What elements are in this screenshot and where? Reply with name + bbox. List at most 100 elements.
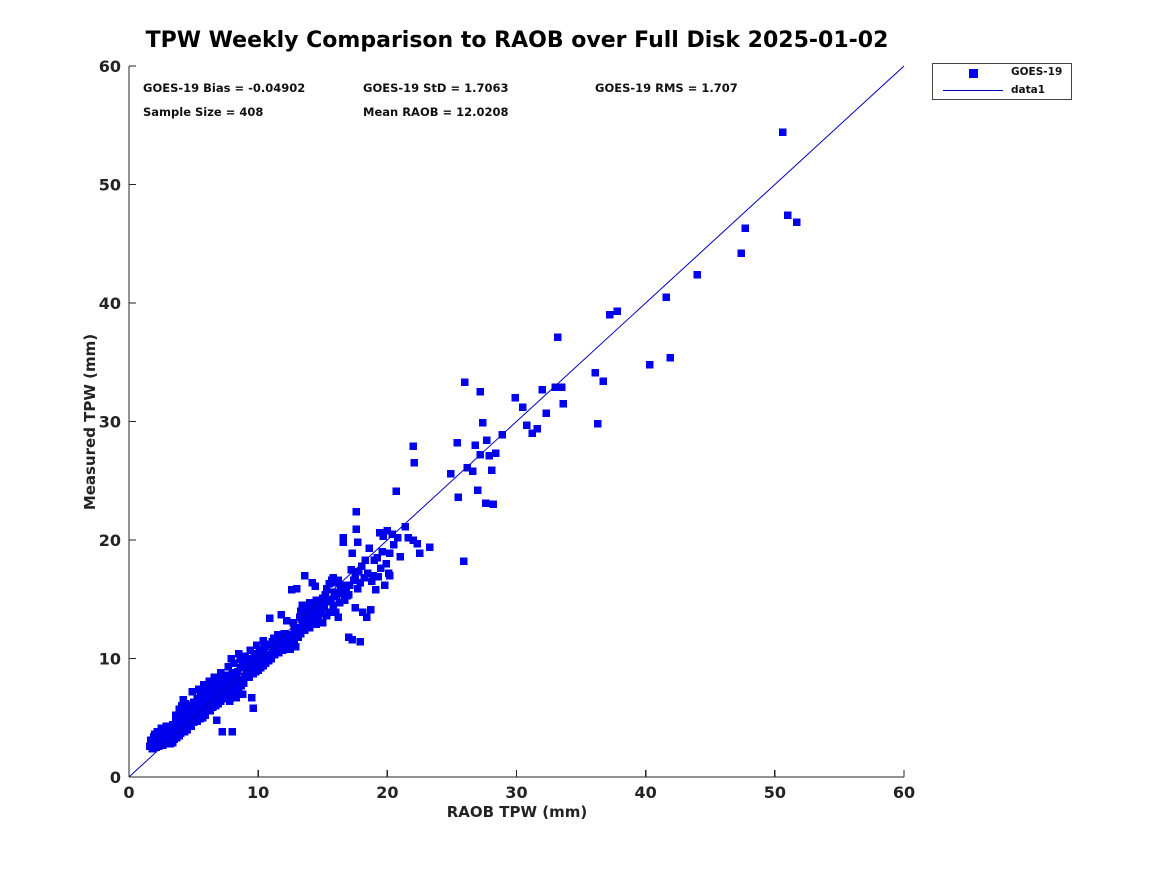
scatter-point xyxy=(331,608,340,616)
scatter-point xyxy=(426,543,434,551)
scatter-point xyxy=(282,616,291,625)
scatter-point xyxy=(286,645,295,653)
scatter-point xyxy=(388,530,397,538)
scatter-point xyxy=(383,526,392,535)
scatter-point xyxy=(211,678,220,686)
scatter-point xyxy=(379,532,388,541)
scatter-point xyxy=(226,690,234,698)
scatter-point xyxy=(320,603,328,612)
scatter-point xyxy=(355,568,363,576)
scatter-point xyxy=(334,576,342,584)
x-tick-label: 60 xyxy=(893,783,915,802)
y-tick-label: 10 xyxy=(99,650,121,669)
scatter-point xyxy=(538,385,547,394)
identity-line xyxy=(128,65,905,778)
x-tick-label: 0 xyxy=(123,783,134,802)
x-tick-label: 10 xyxy=(247,783,269,802)
scatter-point xyxy=(350,576,358,584)
square-marker-icon xyxy=(969,69,978,78)
scatter-point xyxy=(182,699,190,708)
scatter-point xyxy=(352,525,361,534)
scatter-point xyxy=(511,394,519,402)
scatter-point xyxy=(306,623,314,632)
scatter-point xyxy=(372,586,380,594)
scatter-point xyxy=(201,711,209,720)
scatter-point xyxy=(784,211,792,220)
scatter-point xyxy=(277,610,286,619)
scatter-point xyxy=(303,605,311,613)
scatter-point xyxy=(348,549,357,557)
scatter-point xyxy=(778,128,787,137)
scatter-point xyxy=(533,424,541,433)
scatter-point xyxy=(551,383,559,391)
scatter-point xyxy=(188,687,196,696)
scatter-point xyxy=(344,590,353,599)
scatter-point xyxy=(218,728,226,736)
scatter-point xyxy=(312,596,320,605)
scatter-point xyxy=(335,599,344,607)
scatter-point xyxy=(213,716,221,724)
y-tick-label: 50 xyxy=(99,176,121,195)
scatter-point xyxy=(315,615,323,624)
scatter-point xyxy=(386,571,394,580)
scatter-point xyxy=(645,360,654,369)
scatter-point xyxy=(288,586,296,594)
scatter-point xyxy=(347,565,355,574)
scatter-point xyxy=(310,602,318,611)
scatter-point xyxy=(396,552,404,561)
scatter-point xyxy=(485,452,494,460)
scatter-point xyxy=(319,619,327,627)
legend-item-data1: data1 xyxy=(933,82,1071,100)
scatter-point xyxy=(468,467,477,475)
scatter-point xyxy=(271,651,279,659)
scatter-point xyxy=(666,353,674,362)
scatter-point xyxy=(339,533,348,542)
scatter-point xyxy=(148,744,156,753)
scatter-point xyxy=(326,595,335,603)
scatter-point xyxy=(605,311,614,319)
scatter-point xyxy=(463,464,472,472)
scatter-point xyxy=(353,584,362,593)
stat-std: GOES-19 StD = 1.7063 xyxy=(363,81,509,95)
scatter-point xyxy=(293,584,301,593)
scatter-point xyxy=(409,536,417,544)
chart-title: TPW Weekly Comparison to RAOB over Full … xyxy=(145,28,889,53)
scatter-point xyxy=(373,554,381,562)
scatter-point xyxy=(322,584,331,593)
scatter-point xyxy=(313,606,322,614)
scatter-point xyxy=(348,635,357,644)
scatter-point xyxy=(241,652,249,660)
y-tick-label: 40 xyxy=(99,294,121,313)
scatter-point xyxy=(519,403,527,411)
scatter-point xyxy=(294,623,302,632)
scatter-point xyxy=(224,663,233,671)
scatter-point xyxy=(488,466,496,474)
scatter-point xyxy=(205,677,213,685)
scatter-point xyxy=(369,571,377,580)
scatter-point xyxy=(662,293,671,301)
scatter-point xyxy=(378,548,386,556)
scatter-point xyxy=(227,654,235,663)
scatter-point xyxy=(229,659,238,667)
scatter-point xyxy=(240,679,248,688)
scatter-point xyxy=(353,538,362,547)
scatter-point xyxy=(267,654,275,663)
scatter-point xyxy=(222,692,230,701)
scatter-point xyxy=(453,439,461,447)
scatter-point xyxy=(375,529,384,537)
x-tick-label: 30 xyxy=(505,783,527,802)
scatter-point xyxy=(351,571,359,580)
scatter-point xyxy=(459,557,468,566)
x-tick-label: 40 xyxy=(635,783,657,802)
scatter-point xyxy=(409,442,417,451)
scatter-point xyxy=(338,581,346,589)
scatter-point xyxy=(307,608,315,616)
scatter-point xyxy=(236,655,244,664)
scatter-point xyxy=(489,500,497,509)
x-tick-label: 20 xyxy=(376,783,398,802)
scatter-point xyxy=(280,629,288,638)
scatter-point xyxy=(215,673,224,682)
scatter-point xyxy=(171,711,180,720)
scatter-point xyxy=(290,635,299,644)
